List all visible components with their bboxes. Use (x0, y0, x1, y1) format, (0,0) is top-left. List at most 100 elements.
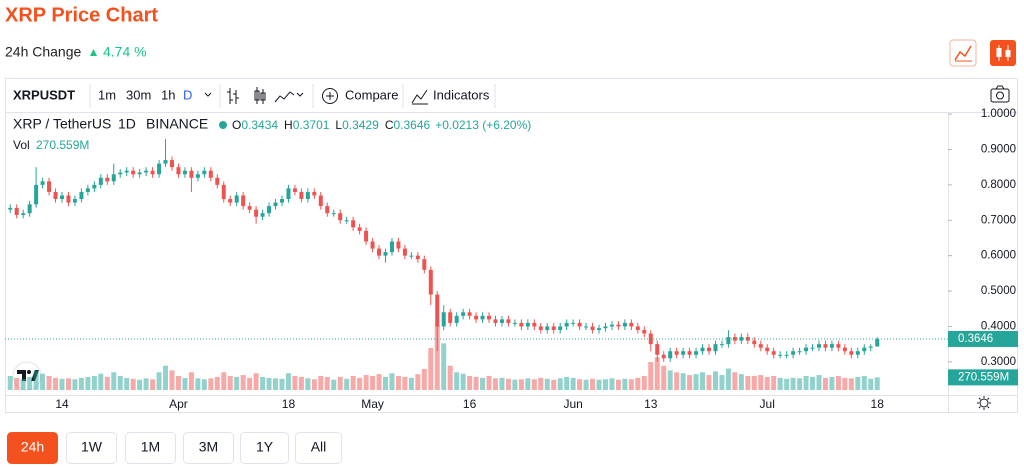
volume-bar (143, 378, 149, 390)
volume-bar (376, 374, 382, 390)
volume-bar (797, 378, 803, 390)
candle-body (21, 213, 26, 215)
volume-bar (214, 376, 220, 390)
candle-body (855, 351, 860, 355)
volume-bar (564, 376, 570, 390)
volume-bar (324, 376, 330, 390)
volume-bar (72, 379, 78, 390)
volume-bar (674, 372, 680, 390)
range-button-box (66, 432, 117, 464)
indicators-button[interactable]: Indicators (411, 87, 490, 105)
candle-body (8, 207, 13, 210)
candle-body (396, 241, 401, 249)
interval-menu[interactable] (204, 92, 212, 97)
candle-body (597, 328, 602, 330)
x-tick-label: Jun (563, 397, 582, 411)
range-button[interactable]: All (295, 432, 342, 464)
candle-body (525, 322, 530, 327)
candle-body (318, 195, 323, 207)
candle-body (254, 209, 259, 217)
screenshot-button[interactable] (990, 85, 1010, 103)
volume-bar (318, 376, 324, 390)
volume-bar (156, 372, 162, 390)
candle-body (338, 213, 343, 221)
volume-bar (117, 376, 123, 390)
volume-bar (667, 370, 673, 390)
candle-body (571, 322, 576, 324)
interval-button[interactable]: 1h (161, 87, 175, 102)
line-chart-toggle[interactable] (949, 39, 977, 67)
range-button[interactable]: 24h (7, 432, 58, 464)
volume-bar (570, 377, 576, 390)
candle-chart-toggle[interactable] (990, 40, 1016, 66)
ohlc-key: L (335, 118, 342, 132)
candle-body (674, 351, 679, 355)
interval-button[interactable]: D (183, 87, 192, 102)
compare-button[interactable]: Compare (322, 87, 399, 104)
candle-body (655, 344, 660, 355)
volume-bar (208, 378, 214, 390)
volume-bar (344, 378, 350, 390)
price-tag (948, 330, 1018, 347)
volume-bar (91, 376, 97, 390)
candle-body (487, 315, 492, 320)
volume-bar (790, 377, 796, 390)
candle-body (474, 315, 479, 320)
x-tick-label: 13 (644, 397, 658, 411)
candle-body (370, 241, 375, 249)
candle-body (85, 188, 90, 192)
candle-body (215, 177, 220, 185)
candle-body (202, 170, 207, 175)
candle-body (448, 312, 453, 323)
range-button[interactable]: 1M (125, 432, 176, 464)
candle-body (331, 213, 336, 215)
candle-body (868, 346, 873, 348)
candle-body (305, 191, 310, 200)
candle-body (351, 220, 356, 228)
interval-button[interactable]: 30m (126, 87, 151, 102)
volume-bar (531, 379, 537, 390)
volume-bar (706, 375, 712, 390)
symbol[interactable]: XRPUSDT (13, 87, 75, 102)
candle-body (279, 199, 284, 203)
candle-body (810, 347, 815, 349)
candle-body (467, 312, 472, 316)
volume-bar (557, 378, 563, 390)
volume-bar (816, 375, 822, 390)
candle-body (616, 324, 621, 327)
interval-label: 1D (118, 116, 136, 132)
range-button[interactable]: 1W (66, 432, 117, 464)
candle-body (551, 326, 556, 330)
candle-body (137, 172, 142, 175)
volume-bar (473, 376, 479, 390)
compare-label: Compare (345, 87, 398, 102)
candle-body (519, 322, 524, 327)
candle-body (66, 195, 71, 203)
chart-frame (5, 78, 1018, 413)
range-button-box (295, 432, 342, 464)
candle-body (745, 337, 750, 341)
volume-bar (764, 376, 770, 390)
market-status (219, 121, 227, 129)
volume-tag-label: 270.559M (958, 371, 1009, 383)
candle-body (842, 347, 847, 352)
candle-body (681, 351, 686, 355)
volume-bar (842, 377, 848, 390)
range-button-label: 1M (141, 439, 160, 455)
volume-bar (260, 376, 266, 390)
candle-body (228, 199, 233, 203)
range-button[interactable]: 1Y (240, 432, 289, 464)
candle-body (635, 326, 640, 330)
candle-body (629, 322, 634, 327)
candle-body (765, 347, 770, 352)
volume-bar (661, 365, 667, 390)
candle-body (364, 230, 369, 242)
volume-bar (124, 377, 130, 390)
settings-button[interactable] (977, 396, 991, 410)
interval-button[interactable]: 1m (98, 87, 116, 102)
volume-bar (279, 378, 285, 390)
chart-type-icons[interactable] (227, 87, 304, 104)
range-button[interactable]: 3M (183, 432, 234, 464)
candle-body (603, 326, 608, 329)
